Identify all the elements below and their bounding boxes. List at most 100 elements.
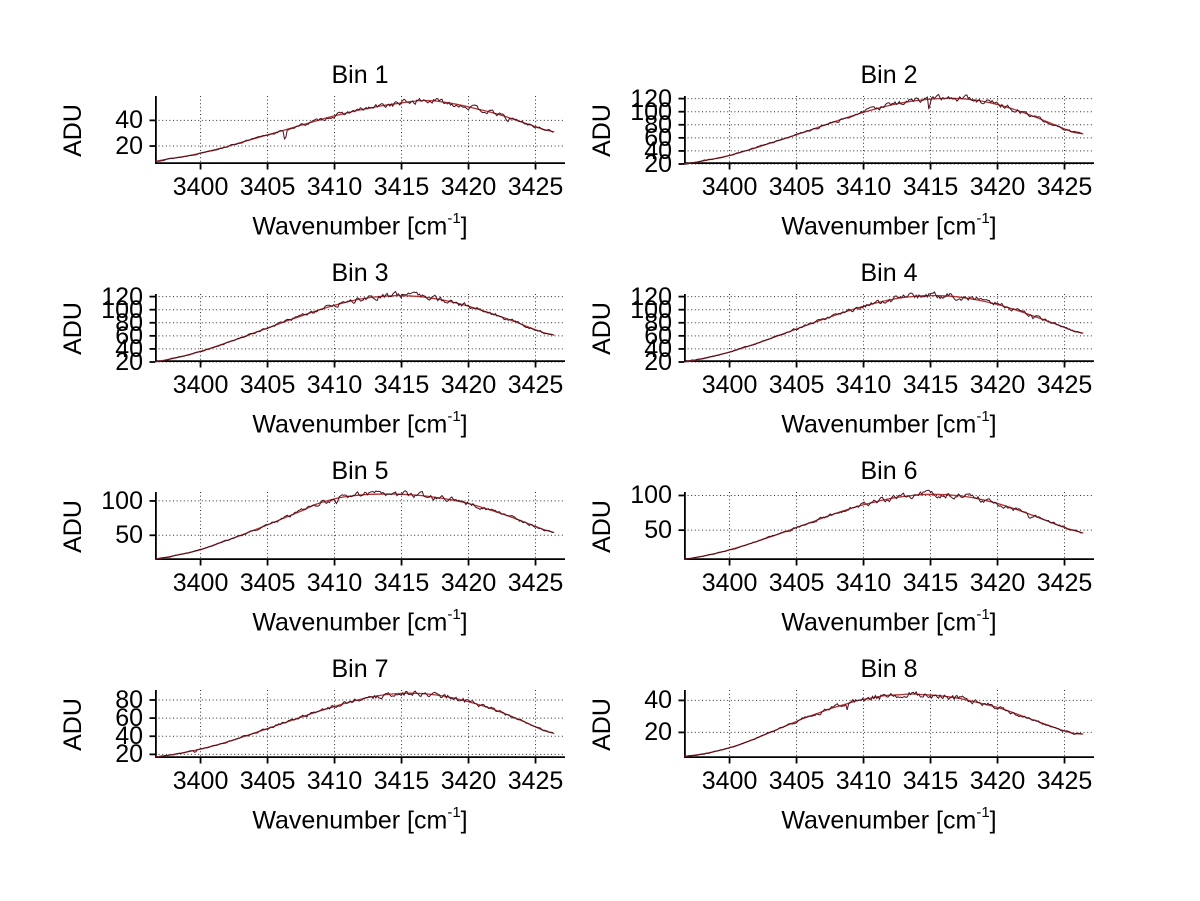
x-tick-label: 3405 [768, 173, 825, 201]
plot-area [678, 690, 1094, 764]
x-tick-label: 3425 [507, 569, 564, 597]
y-tick-label: 80 [115, 685, 143, 714]
fit-line [683, 294, 1084, 363]
grid-lines [684, 690, 1094, 758]
x-tick-label: 3400 [172, 569, 229, 597]
subplot-bin-5: Bin 5 ADU 50 100 3400 3405 3410 3415 3420 3425 Wav… [40, 456, 585, 652]
fit-line [154, 99, 555, 163]
subplot-bin-6: Bin 6 ADU 50 100 3400 3405 3410 3415 3420 3425 Wav… [569, 456, 1114, 652]
x-tick-label: 3400 [701, 767, 758, 795]
x-axis-label-close: ] [460, 410, 468, 439]
x-tick-label: 3400 [172, 767, 229, 795]
fit-line [683, 493, 1084, 560]
x-axis-label-sup: -1 [976, 605, 990, 623]
x-tick-label: 3425 [1036, 173, 1093, 201]
x-tick-label: 3400 [701, 173, 758, 201]
y-tick-label: 100 [101, 486, 143, 515]
axis-spines [149, 96, 565, 170]
y-tick-label: 40 [115, 334, 143, 363]
plot-title: Bin 8 [860, 655, 918, 683]
plot-area [149, 290, 565, 368]
x-tick-label: 3415 [373, 767, 430, 795]
x-tick-label: 3415 [902, 569, 959, 597]
x-axis-label-close: ] [460, 806, 468, 835]
x-axis-label-close: ] [989, 212, 997, 241]
x-tick-label: 3410 [835, 569, 892, 597]
data-line [154, 97, 554, 162]
x-tick-label: 3410 [306, 371, 363, 399]
x-axis-label: Wavenumber [cm-1] [155, 404, 565, 439]
y-tick-label: 100 [630, 97, 672, 126]
x-axis-label: Wavenumber [cm-1] [684, 602, 1094, 637]
plot-area [149, 490, 565, 566]
x-tick-label: 3425 [1036, 569, 1093, 597]
plot-title: Bin 5 [331, 457, 389, 485]
y-tick-label: 40 [115, 722, 143, 751]
x-tick-label: 3405 [239, 767, 296, 795]
x-axis-label: Wavenumber [cm-1] [684, 404, 1094, 439]
y-tick-label: 100 [630, 481, 672, 510]
x-tick-label: 3425 [1036, 371, 1093, 399]
plot-area [149, 96, 565, 170]
x-axis-label: Wavenumber [cm-1] [155, 602, 565, 637]
axis-spines [678, 492, 1094, 566]
y-tick-label: 60 [115, 704, 143, 733]
fit-line [683, 693, 1084, 758]
x-axis-label-base: Wavenumber [cm [781, 212, 977, 241]
fit-line [154, 294, 555, 363]
x-axis-label-sup: -1 [976, 209, 990, 227]
grid-lines [684, 492, 1094, 560]
subplot-bin-2: Bin 2 ADU 20 40 60 80 100 120 3400 3405 3410 3415 34… [569, 60, 1114, 256]
x-tick-label: 3420 [440, 173, 497, 201]
x-axis-label-base: Wavenumber [cm [252, 212, 448, 241]
x-axis-label-sup: -1 [447, 407, 461, 425]
x-axis-label-base: Wavenumber [cm [781, 608, 977, 637]
x-axis-label-close: ] [460, 608, 468, 637]
y-tick-label: 120 [101, 282, 143, 311]
x-axis-label: Wavenumber [cm-1] [155, 800, 565, 835]
x-axis-label-sup: -1 [976, 407, 990, 425]
x-tick-label: 3405 [239, 371, 296, 399]
x-tick-label: 3420 [969, 569, 1026, 597]
data-line [683, 93, 1083, 165]
y-tick-label: 20 [115, 132, 143, 161]
y-tick-label: 50 [115, 521, 143, 550]
grid-lines [155, 492, 565, 560]
y-tick-label: 20 [644, 348, 672, 376]
x-tick-label: 3415 [373, 569, 430, 597]
fit-line [154, 692, 555, 758]
x-tick-label: 3400 [701, 371, 758, 399]
x-tick-label: 3420 [969, 371, 1026, 399]
x-tick-label: 3400 [172, 173, 229, 201]
grid-lines [155, 294, 565, 363]
subplot-bin-4: Bin 4 ADU 20 40 60 80 100 120 3400 3405 3410 3415 34… [569, 258, 1114, 454]
x-tick-label: 3425 [1036, 767, 1093, 795]
x-tick-label: 3410 [835, 173, 892, 201]
plot-title: Bin 2 [860, 61, 918, 89]
fit-line [683, 97, 1084, 165]
y-tick-label: 20 [644, 718, 672, 747]
x-tick-label: 3400 [172, 371, 229, 399]
y-tick-label: 80 [115, 308, 143, 337]
y-tick-label: 100 [630, 295, 672, 324]
x-tick-label: 3405 [768, 569, 825, 597]
y-tick-label: 60 [644, 321, 672, 350]
x-tick-label: 3415 [373, 371, 430, 399]
x-tick-label: 3415 [373, 173, 430, 201]
plot-title: Bin 1 [331, 61, 389, 89]
y-tick-label: 40 [644, 686, 672, 715]
plot-title: Bin 3 [331, 259, 389, 287]
x-axis-label: Wavenumber [cm-1] [684, 206, 1094, 241]
x-axis-label-close: ] [989, 608, 997, 637]
x-tick-label: 3420 [969, 173, 1026, 201]
x-axis-label-close: ] [460, 212, 468, 241]
y-tick-label: 100 [101, 295, 143, 324]
y-tick-label: 80 [644, 308, 672, 337]
axis-spines [149, 294, 565, 368]
x-axis-label: Wavenumber [cm-1] [155, 206, 565, 241]
x-tick-label: 3410 [306, 173, 363, 201]
data-line [683, 291, 1083, 363]
x-axis-label-base: Wavenumber [cm [252, 410, 448, 439]
y-tick-label: 50 [644, 516, 672, 545]
